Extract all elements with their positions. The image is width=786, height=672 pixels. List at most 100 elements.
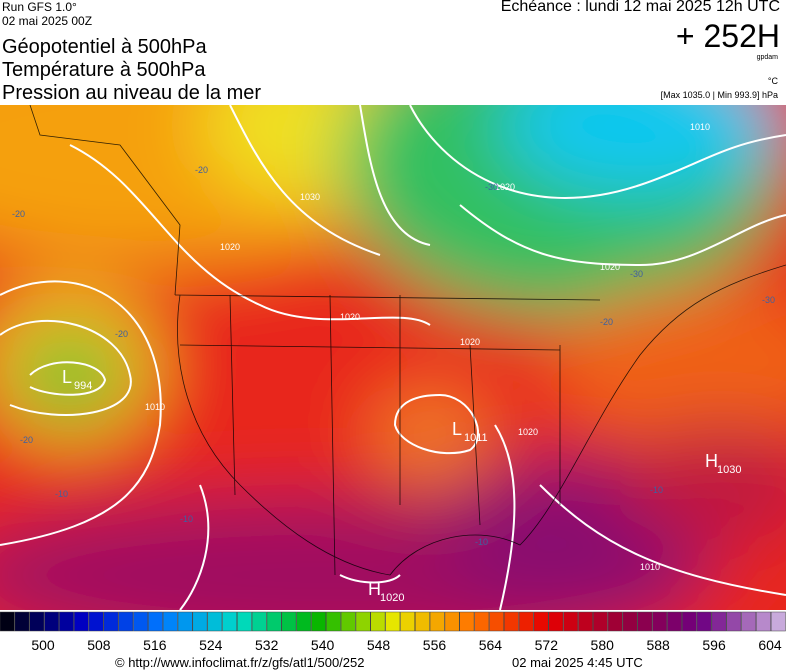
color-swatch xyxy=(0,611,15,632)
color-swatch xyxy=(548,611,564,632)
run: Run GFS 1.0° xyxy=(2,0,77,14)
color-swatch xyxy=(414,611,430,632)
colorbar-label: 580 xyxy=(591,637,615,653)
color-swatch xyxy=(29,611,45,632)
colorbar-label: 532 xyxy=(255,637,279,653)
color-swatch xyxy=(118,611,134,632)
color-swatch xyxy=(711,611,727,632)
isobar-label: 1020 xyxy=(340,312,360,322)
color-swatch xyxy=(148,611,163,632)
isobar-label: 1010 xyxy=(640,562,660,572)
unit: °C xyxy=(767,76,778,86)
run-date: 02 mai 2025 00Z xyxy=(2,14,93,28)
temp-label: -20 xyxy=(20,435,33,445)
center-value: 1030 xyxy=(717,464,741,476)
color-swatch xyxy=(222,611,238,632)
colorbar: 500 508 516 524 532 540 548 556 564 572 580 588 596 6… xyxy=(0,611,786,653)
source: © http://www.infoclimat.fr/z/gfs/atl1/50… xyxy=(115,655,365,670)
color-swatch xyxy=(207,611,223,632)
isobar-label: 1020 xyxy=(495,182,515,192)
color-swatch xyxy=(251,611,267,632)
unit: gpdam xyxy=(756,54,778,61)
color-swatch xyxy=(592,611,608,632)
color-swatch xyxy=(88,611,104,632)
color-swatch xyxy=(237,611,252,632)
title: Température à 500hPa xyxy=(2,59,206,81)
isobar-label: 1020 xyxy=(518,427,538,437)
title: Géopotentiel à 500hPa xyxy=(2,36,207,58)
color-swatch xyxy=(326,611,341,632)
center-letter: H xyxy=(705,451,718,471)
colorbar-label: 508 xyxy=(87,637,111,653)
center-letter: H xyxy=(368,579,381,599)
colorbar-label: 604 xyxy=(758,637,782,653)
colorbar-label: 588 xyxy=(646,637,670,653)
color-swatch xyxy=(370,611,386,632)
temp-label: -30 xyxy=(762,295,775,305)
colorbar-label: 516 xyxy=(143,637,167,653)
isobar-label: 1020 xyxy=(220,242,240,252)
color-swatch xyxy=(266,611,282,632)
isobar-label: 1020 xyxy=(460,337,480,347)
center-letter: L xyxy=(452,419,462,439)
color-swatch xyxy=(162,611,178,632)
colorbar-label: 548 xyxy=(367,637,391,653)
temp-label: -20 xyxy=(600,317,613,327)
color-swatch xyxy=(459,611,475,632)
color-swatch xyxy=(311,611,327,632)
color-swatch xyxy=(429,611,445,632)
color-swatch xyxy=(340,611,356,632)
color-swatch xyxy=(296,611,312,632)
colorbar-label: 540 xyxy=(311,637,335,653)
color-swatch xyxy=(103,611,119,632)
color-swatch xyxy=(192,611,208,632)
isobar-label: 1010 xyxy=(690,122,710,132)
issued-date: 02 mai 2025 4:45 UTC xyxy=(512,655,643,670)
color-swatch xyxy=(681,611,697,632)
temp-label: -30 xyxy=(630,269,643,279)
color-swatch xyxy=(489,611,504,632)
color-swatch xyxy=(726,611,742,632)
color-swatch xyxy=(281,611,297,632)
lead-time: + 252H xyxy=(675,18,780,54)
color-swatch xyxy=(533,611,549,632)
color-swatch xyxy=(770,611,786,632)
color-swatch xyxy=(667,611,682,632)
temp-label: -10 xyxy=(650,485,663,495)
pressure-range: [Max 1035.0 | Min 993.9] hPa xyxy=(660,90,778,100)
title: Pression au niveau de la mer xyxy=(2,82,262,104)
center-value: 994 xyxy=(74,380,92,392)
color-swatch xyxy=(652,611,668,632)
color-swatch xyxy=(696,611,712,632)
echeance: Echéance : lundi 12 mai 2025 12h UTC xyxy=(500,0,780,15)
isobar-label: 1020 xyxy=(600,262,620,272)
color-swatch xyxy=(59,611,74,632)
center-value: 1020 xyxy=(380,592,404,604)
color-swatch xyxy=(444,611,460,632)
temp-label: -20 xyxy=(195,165,208,175)
center-letter: L xyxy=(62,367,72,387)
color-swatch xyxy=(385,611,401,632)
color-swatch xyxy=(741,611,757,632)
color-swatch xyxy=(622,611,638,632)
color-swatch xyxy=(518,611,534,632)
colorbar-label: 572 xyxy=(535,637,559,653)
color-swatch xyxy=(563,611,579,632)
color-swatch xyxy=(44,611,60,632)
colorbar-label: 524 xyxy=(199,637,223,653)
color-swatch xyxy=(607,611,623,632)
color-swatch xyxy=(177,611,193,632)
color-swatch xyxy=(400,611,415,632)
temp-label: -30 xyxy=(485,182,498,192)
color-swatch xyxy=(133,611,149,632)
isobar-label: 1030 xyxy=(300,192,320,202)
temp-label: -20 xyxy=(115,329,128,339)
colorbar-label: 564 xyxy=(479,637,503,653)
color-swatch xyxy=(756,611,771,632)
color-swatch xyxy=(637,611,653,632)
temp-label: -20 xyxy=(12,209,25,219)
temp-label: -10 xyxy=(55,489,68,499)
color-swatch xyxy=(503,611,519,632)
